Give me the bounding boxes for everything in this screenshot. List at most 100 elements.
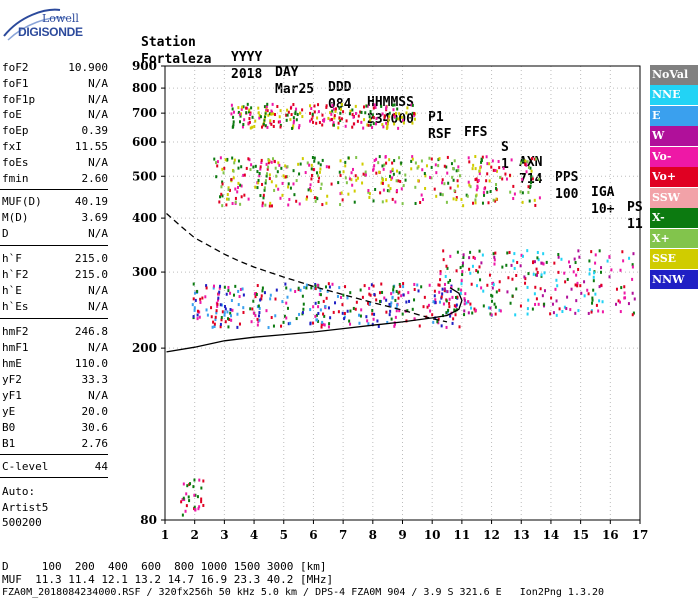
echo-point — [220, 192, 223, 196]
y-tick-label: 300 — [132, 265, 157, 279]
param-row: hmF1 N/A — [2, 341, 108, 355]
echo-point — [376, 319, 379, 323]
echo-point — [228, 317, 231, 321]
echo-point — [519, 304, 522, 308]
echo-point — [402, 121, 405, 125]
echo-point — [350, 171, 353, 175]
echo-point — [389, 187, 392, 191]
echo-point — [615, 287, 618, 291]
header-label: PPS — [555, 170, 579, 185]
echo-point — [577, 249, 580, 253]
echo-point — [280, 166, 283, 170]
echo-point — [381, 123, 384, 127]
echo-point — [463, 309, 466, 313]
echo-point — [271, 102, 274, 106]
echo-point — [413, 298, 416, 302]
echo-point — [236, 325, 239, 329]
echo-point — [200, 500, 203, 504]
echo-point — [318, 121, 321, 125]
echo-point — [530, 181, 533, 185]
legend-item-sse: SSE — [650, 249, 698, 269]
echo-point — [270, 160, 273, 164]
echo-point — [468, 256, 471, 260]
echo-point — [462, 204, 465, 208]
echo-point — [310, 117, 313, 121]
echo-point — [343, 317, 346, 321]
echo-point — [318, 176, 321, 180]
echo-point — [315, 196, 318, 200]
echo-point — [285, 286, 288, 290]
echo-point — [198, 315, 201, 319]
echo-point — [390, 292, 393, 296]
echo-point — [243, 193, 246, 197]
echo-point — [426, 305, 429, 309]
header-value: 234000 — [367, 112, 414, 127]
echo-point — [232, 110, 235, 114]
echo-point — [401, 115, 404, 119]
echo-point — [375, 298, 378, 302]
echo-point — [315, 313, 318, 317]
echo-point — [368, 115, 371, 119]
echo-point — [395, 189, 398, 193]
echo-point — [524, 159, 527, 163]
echo-point — [220, 316, 223, 320]
echo-point — [422, 305, 425, 309]
echo-point — [396, 107, 399, 111]
echo-point — [266, 172, 269, 176]
echo-point — [295, 199, 298, 203]
echo-point — [229, 308, 232, 312]
echo-point — [474, 194, 477, 198]
echo-point — [443, 287, 446, 291]
echo-point — [391, 197, 394, 201]
echo-point — [258, 311, 261, 315]
echo-point — [455, 303, 458, 307]
echo-point — [414, 201, 417, 205]
echo-point — [261, 286, 264, 290]
echo-point — [443, 289, 446, 293]
echo-point — [499, 175, 502, 179]
echo-point — [214, 318, 217, 322]
echo-point — [285, 118, 288, 122]
echo-point — [348, 319, 351, 323]
echo-point — [201, 296, 204, 300]
echo-point — [363, 118, 366, 122]
echo-point — [318, 292, 321, 296]
y-tick-label: 500 — [132, 169, 157, 183]
echo-point — [198, 310, 201, 314]
echo-point — [200, 497, 203, 501]
echo-point — [446, 310, 449, 314]
echo-point — [520, 161, 523, 165]
echo-point — [416, 283, 419, 287]
echo-point — [543, 289, 546, 293]
echo-point — [194, 493, 197, 497]
echo-point — [398, 290, 401, 294]
echo-point — [526, 160, 529, 164]
echo-point — [302, 307, 305, 311]
echo-point — [433, 289, 436, 293]
echo-point — [402, 118, 405, 122]
echo-point — [382, 188, 385, 192]
echo-point — [495, 169, 498, 173]
echo-point — [269, 297, 272, 301]
echo-point — [312, 321, 315, 325]
echo-point — [234, 187, 237, 191]
echo-point — [316, 283, 319, 287]
echo-point — [240, 107, 243, 111]
echo-point — [617, 299, 620, 303]
echo-point — [333, 114, 336, 118]
echo-point — [227, 285, 230, 289]
echo-point — [398, 112, 401, 116]
echo-point — [294, 112, 297, 116]
echo-point — [527, 190, 530, 194]
param-row: foEs N/A — [2, 156, 108, 170]
echo-point — [597, 309, 600, 313]
echo-point — [482, 191, 485, 195]
param-row: h`Es N/A — [2, 300, 108, 314]
echo-point — [319, 163, 322, 167]
echo-point — [570, 287, 573, 291]
x-tick-label: 11 — [454, 528, 471, 542]
echo-point — [310, 173, 313, 177]
echo-point — [252, 311, 255, 315]
echo-point — [505, 263, 508, 267]
echo-point — [534, 302, 537, 306]
